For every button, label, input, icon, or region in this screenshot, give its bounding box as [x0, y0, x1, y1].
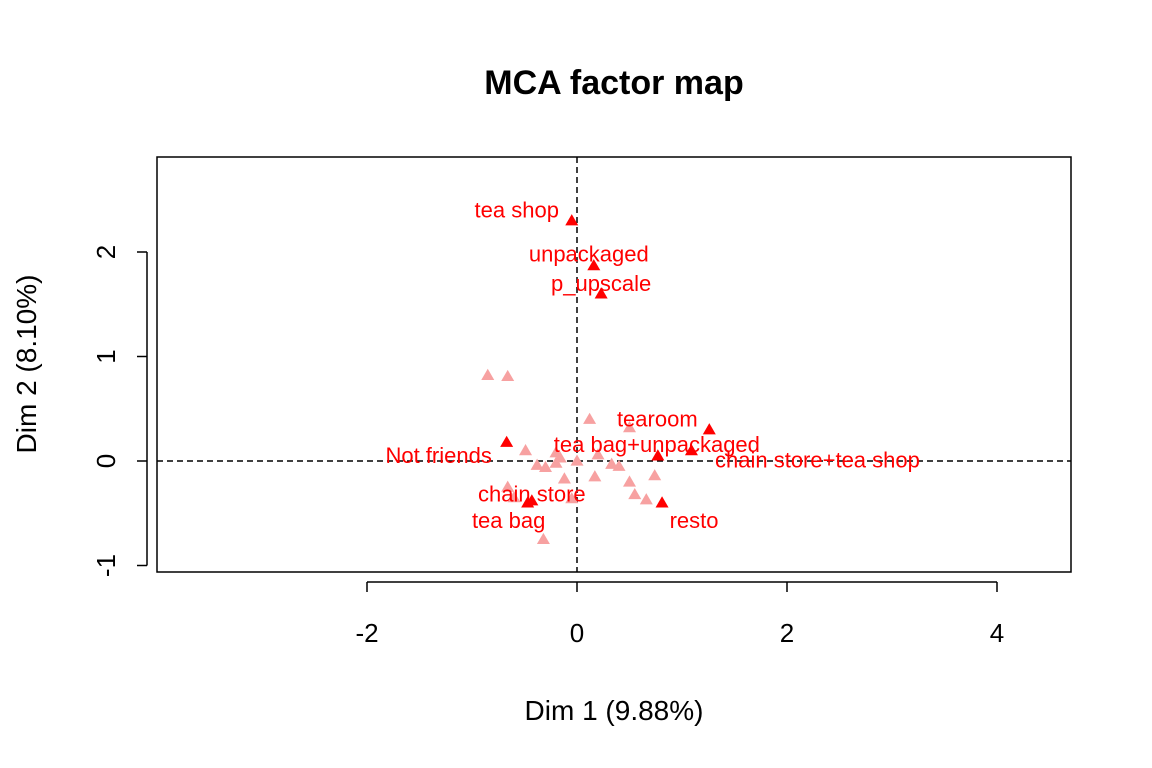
- x-axis: -2 0 2 4: [355, 581, 1004, 648]
- point-label: tea bag+unpackaged: [554, 432, 760, 457]
- faded-point: [501, 369, 515, 382]
- point-label: tea shop: [475, 198, 559, 223]
- faded-point: [557, 472, 571, 484]
- highlighted-point: [500, 435, 514, 447]
- faded-point: [530, 458, 544, 470]
- highlighted-point: [655, 496, 669, 508]
- x-tick-label: 2: [780, 618, 794, 648]
- point-label: chain store: [478, 482, 586, 507]
- faded-point: [605, 457, 619, 469]
- point-label: resto: [670, 508, 719, 533]
- faded-points: [481, 368, 662, 545]
- highlighted-point: [684, 444, 698, 456]
- faded-point: [519, 444, 533, 456]
- faded-point: [639, 493, 653, 505]
- chart-title: MCA factor map: [484, 64, 743, 102]
- x-tick-label: 4: [990, 618, 1004, 648]
- faded-point: [623, 475, 636, 487]
- highlighted-point: [565, 214, 579, 226]
- y-axis-label: Dim 2 (8.10%): [11, 275, 42, 454]
- faded-point: [501, 480, 515, 492]
- point-label: Not friends: [385, 443, 491, 468]
- highlighted-point: [702, 423, 716, 435]
- highlighted-point: [587, 259, 601, 271]
- faded-point: [539, 460, 552, 472]
- point-label: chain store+tea shop: [715, 448, 920, 473]
- highlighted-points: [500, 214, 716, 508]
- faded-point: [648, 469, 662, 481]
- y-tick-label: -1: [91, 554, 121, 577]
- point-label: p_upscale: [551, 271, 651, 296]
- faded-point: [549, 456, 563, 468]
- faded-point: [612, 459, 626, 471]
- faded-point: [583, 412, 597, 424]
- highlighted-point: [651, 449, 665, 461]
- y-tick-label: 0: [91, 454, 121, 468]
- point-label: tearoom: [617, 407, 698, 432]
- y-tick-label: 1: [91, 349, 121, 363]
- y-axis: -1 0 1 2: [91, 245, 148, 577]
- x-tick-label: -2: [355, 618, 378, 648]
- point-label: unpackaged: [529, 242, 649, 267]
- highlighted-point: [594, 287, 608, 299]
- faded-point: [507, 491, 521, 503]
- reference-lines: [157, 157, 1071, 572]
- faded-point: [591, 448, 605, 460]
- highlighted-point: [521, 496, 535, 508]
- faded-point: [570, 454, 584, 466]
- plot-frame: [156, 156, 1072, 573]
- faded-point: [481, 368, 495, 380]
- x-axis-label: Dim 1 (9.88%): [525, 695, 704, 726]
- faded-point: [588, 470, 602, 482]
- y-tick-label: 2: [91, 245, 121, 259]
- faded-point: [628, 487, 642, 500]
- faded-point: [623, 421, 636, 433]
- x-tick-label: 0: [570, 618, 584, 648]
- faded-point: [536, 532, 550, 545]
- faded-point: [565, 492, 579, 504]
- point-label: tea bag: [472, 508, 545, 533]
